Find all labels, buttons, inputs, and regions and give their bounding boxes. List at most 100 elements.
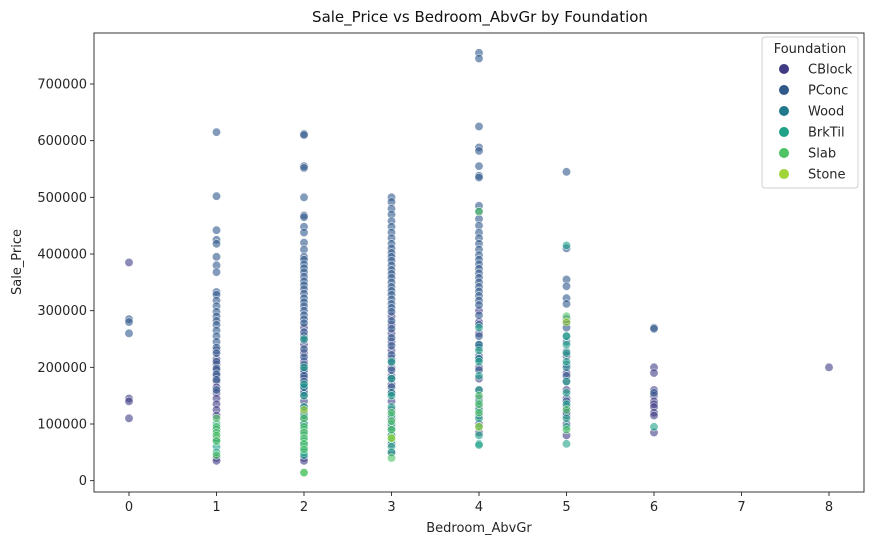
legend-marker (779, 85, 789, 95)
x-axis-label: Bedroom_AbvGr (426, 521, 532, 536)
data-point (212, 375, 222, 385)
y-tick-label: 600000 (37, 134, 87, 149)
y-tick-label: 200000 (37, 361, 87, 376)
data-point (386, 433, 396, 443)
series-slab (212, 207, 571, 478)
data-point (386, 341, 396, 351)
data-point (561, 317, 571, 327)
data-point (561, 357, 571, 367)
x-axis-ticks: 0 1 2 3 4 5 6 7 8 (125, 492, 833, 515)
data-point (124, 328, 134, 338)
data-point (474, 300, 484, 310)
data-point (561, 376, 571, 386)
data-point (212, 385, 222, 395)
data-point (212, 348, 222, 358)
data-point (474, 323, 484, 333)
data-point (386, 324, 396, 334)
data-point (299, 405, 309, 415)
legend-label: Stone (808, 168, 846, 183)
data-point (561, 348, 571, 358)
data-point (561, 388, 571, 398)
data-point (212, 436, 222, 446)
data-point (561, 413, 571, 423)
legend-label: BrkTil (808, 126, 845, 141)
y-axis-label: Sale_Price (10, 229, 25, 295)
data-point (474, 161, 484, 171)
data-point (299, 227, 309, 237)
data-point (649, 410, 659, 420)
x-tick-label: 7 (737, 500, 745, 515)
data-point (124, 396, 134, 406)
data-point (561, 167, 571, 177)
legend-item-stone: Stone (779, 168, 846, 183)
data-point (212, 191, 222, 201)
y-tick-label: 700000 (37, 78, 87, 93)
legend-item-wood: Wood (779, 105, 844, 120)
data-point (212, 267, 222, 277)
data-point (299, 163, 309, 173)
y-axis-ticks: 0 100000 200000 300000 400000 500000 600000 700… (37, 78, 94, 489)
series-brktil (212, 241, 659, 460)
legend-marker (779, 148, 789, 158)
data-point (299, 318, 309, 328)
data-point (124, 257, 134, 267)
legend-marker (779, 127, 789, 137)
data-point (649, 388, 659, 398)
legend-marker (779, 106, 789, 116)
data-point (386, 316, 396, 326)
legend-label: Wood (808, 105, 844, 120)
data-point (386, 307, 396, 317)
series-wood (299, 331, 571, 398)
data-point (474, 310, 484, 320)
data-point (561, 425, 571, 435)
legend-item-slab: Slab (779, 147, 836, 162)
data-point (386, 408, 396, 418)
legend-entries: CBlock PConc Wood BrkTil Slab Stone (779, 63, 853, 183)
data-point (212, 127, 222, 137)
data-point (212, 413, 222, 423)
data-point (386, 425, 396, 435)
data-point (212, 225, 222, 235)
y-tick-label: 0 (79, 474, 87, 489)
data-point (649, 422, 659, 432)
data-point (474, 122, 484, 132)
data-point (386, 391, 396, 401)
data-point (474, 146, 484, 156)
data-point (561, 405, 571, 415)
legend-marker (779, 64, 789, 74)
y-tick-label: 400000 (37, 248, 87, 263)
x-tick-label: 8 (825, 500, 833, 515)
data-point (561, 299, 571, 309)
data-point (299, 379, 309, 389)
x-tick-label: 2 (300, 500, 308, 515)
legend-item-cblock: CBlock (779, 63, 853, 78)
data-point (474, 391, 484, 401)
data-point (386, 357, 396, 367)
y-tick-label: 300000 (37, 304, 87, 319)
data-point (212, 252, 222, 262)
y-tick-label: 100000 (37, 418, 87, 433)
x-tick-label: 6 (650, 500, 658, 515)
x-tick-label: 1 (212, 500, 220, 515)
data-point (474, 408, 484, 418)
data-point (386, 374, 396, 384)
data-point (474, 331, 484, 341)
data-point (824, 362, 834, 372)
plot-points (124, 48, 834, 478)
data-point (212, 239, 222, 249)
data-point (474, 207, 484, 217)
data-point (299, 212, 309, 222)
data-point (299, 130, 309, 140)
data-point (474, 371, 484, 381)
data-point (124, 317, 134, 327)
data-point (299, 391, 309, 401)
data-point (386, 416, 396, 426)
x-tick-label: 5 (562, 500, 570, 515)
legend: Foundation CBlock PConc Wood BrkTil Slab Ston… (761, 36, 859, 189)
data-point (212, 450, 222, 460)
legend-label: Slab (808, 147, 836, 162)
data-point (474, 422, 484, 432)
data-point (561, 241, 571, 251)
